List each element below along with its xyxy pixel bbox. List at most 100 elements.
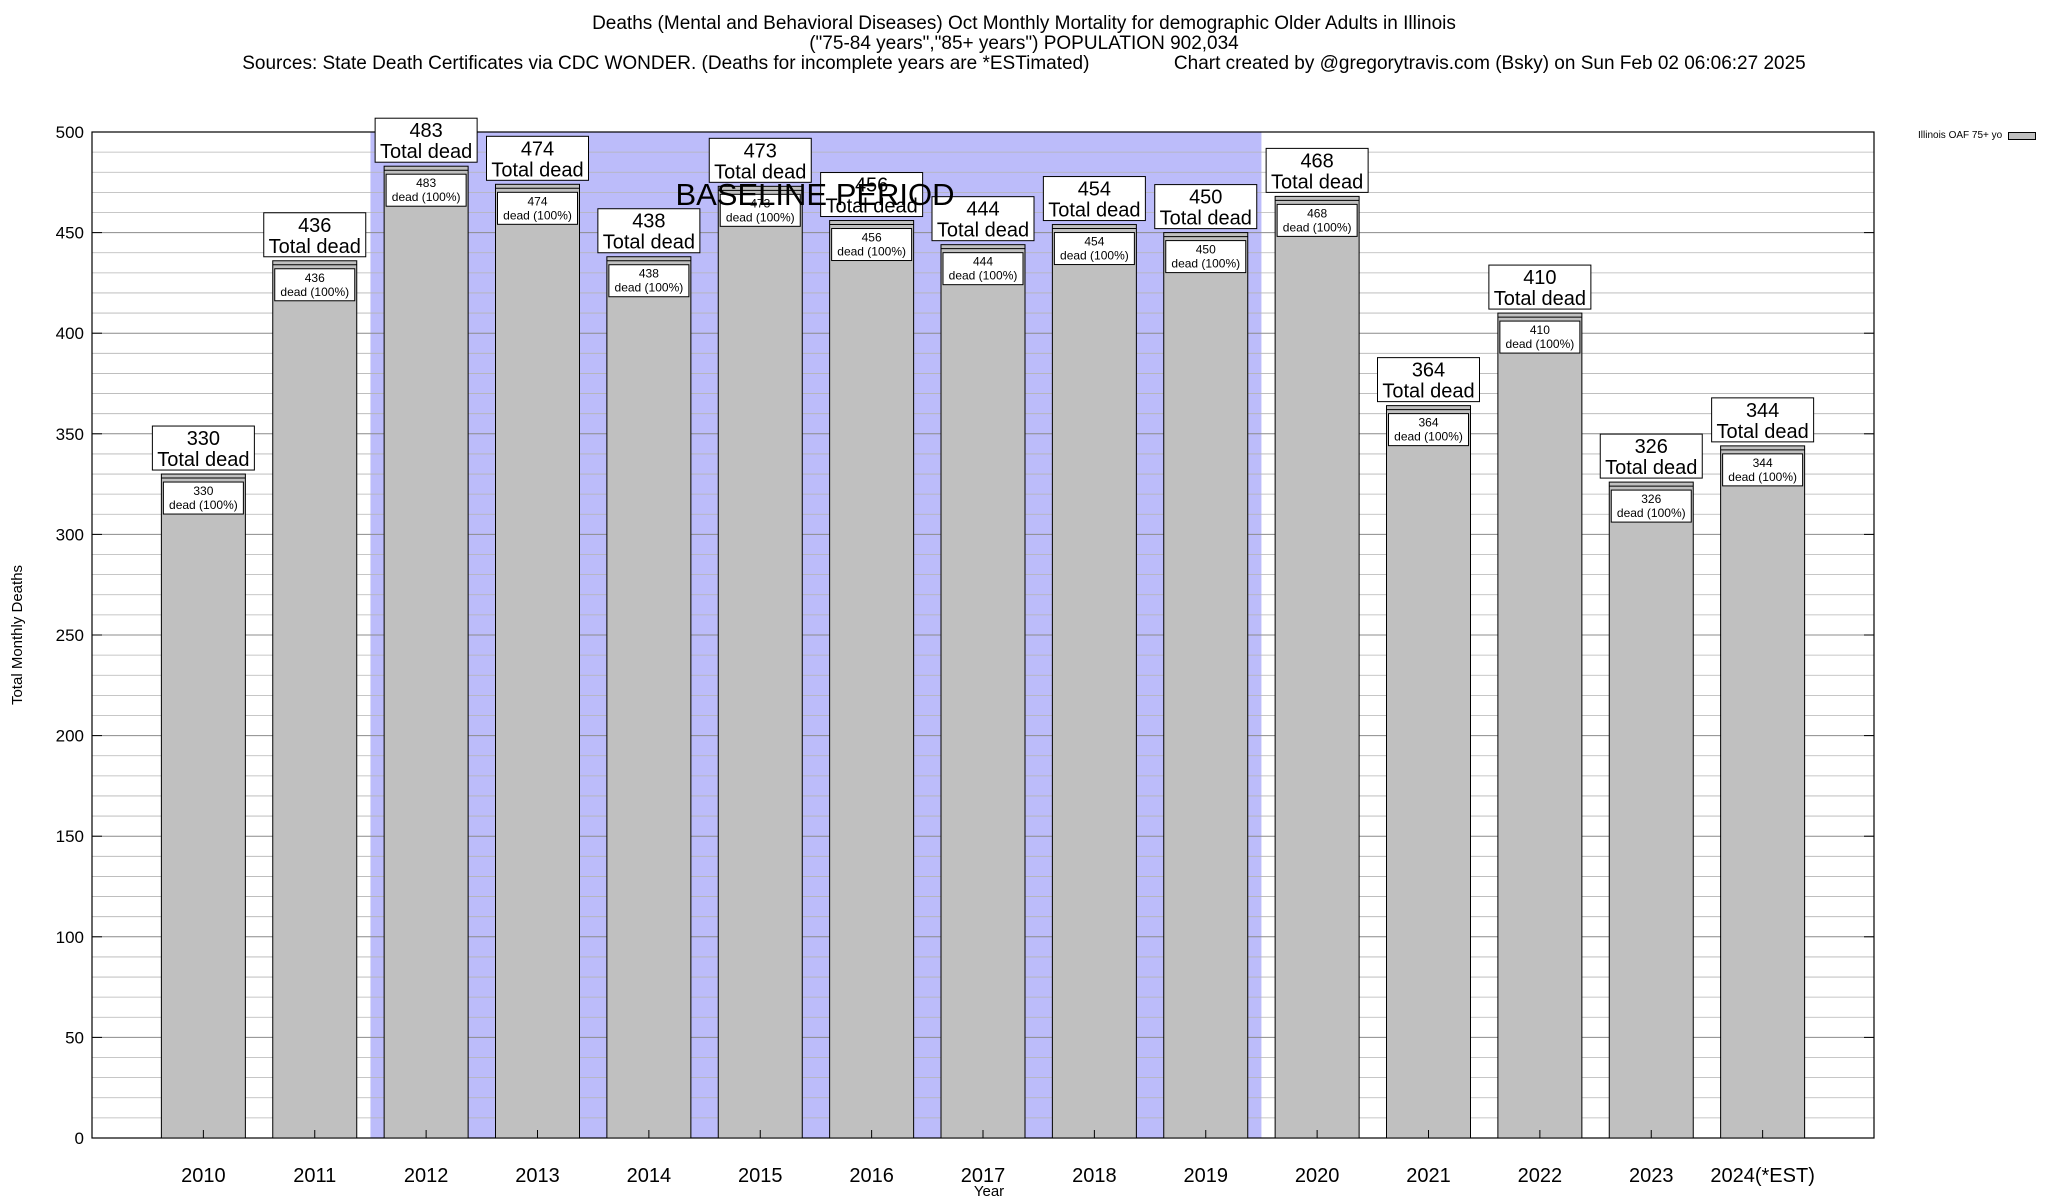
inner-label-text: dead (100%) <box>280 285 349 299</box>
top-label-text: Total dead <box>269 236 361 258</box>
inner-label-box <box>1388 413 1469 447</box>
inner-label-box <box>1276 203 1358 237</box>
top-label-value: 438 <box>632 211 665 233</box>
inner-label-value: 330 <box>193 484 213 498</box>
top-label-text: Total dead <box>825 196 917 218</box>
inner-label-text: dead (100%) <box>503 208 572 222</box>
bar <box>606 256 692 1139</box>
inner-label-box <box>831 228 913 262</box>
bar <box>272 260 358 1139</box>
inner-label-box <box>1499 320 1581 354</box>
top-label-value: 436 <box>298 215 331 237</box>
y-tick-label: 250 <box>56 626 84 645</box>
x-tick-label: 2021 <box>1406 1165 1451 1187</box>
y-tick-label: 450 <box>56 224 84 243</box>
bar <box>829 220 915 1139</box>
inner-label-value: 326 <box>1641 492 1661 506</box>
chart-titles: Deaths (Mental and Behavioral Diseases) … <box>0 14 2048 74</box>
top-label-box <box>820 172 924 218</box>
bar <box>1274 195 1360 1139</box>
x-tick-label: 2022 <box>1518 1165 1563 1187</box>
top-label-value: 454 <box>1078 179 1111 201</box>
top-label-box <box>931 196 1035 242</box>
inner-label-text: dead (100%) <box>392 190 461 204</box>
x-tick-label: 2010 <box>181 1165 226 1187</box>
x-tick-label: 2016 <box>849 1165 894 1187</box>
inner-label-value: 444 <box>973 255 993 269</box>
top-label-text: Total dead <box>603 232 695 254</box>
inner-label-value: 410 <box>1530 323 1550 337</box>
top-label-value: 468 <box>1300 150 1333 172</box>
inner-label-box <box>162 481 244 515</box>
inner-label-text: dead (100%) <box>1506 337 1575 351</box>
x-tick-label: 2013 <box>515 1165 560 1187</box>
top-label-value: 450 <box>1189 187 1222 209</box>
bar <box>1720 445 1806 1139</box>
inner-label-box <box>1610 489 1692 523</box>
inner-label-box <box>608 264 690 298</box>
top-label-text: Total dead <box>1382 381 1474 403</box>
inner-label-text: dead (100%) <box>1171 257 1240 271</box>
top-label-value: 483 <box>409 120 442 142</box>
inner-label-value: 473 <box>750 196 770 210</box>
inner-label-value: 483 <box>416 176 436 190</box>
x-tick-label: 2024(*EST) <box>1710 1165 1815 1187</box>
top-label-text: Total dead <box>937 220 1029 242</box>
y-tick-label: 500 <box>56 123 84 142</box>
x-tick-label: 2017 <box>961 1165 1006 1187</box>
inner-label-box <box>719 193 801 227</box>
legend: Illinois OAF 75+ yo <box>1918 130 2037 141</box>
bar <box>383 165 469 1139</box>
inner-label-text: dead (100%) <box>837 245 906 259</box>
bar <box>1497 312 1583 1139</box>
inner-label-box <box>1722 453 1804 487</box>
bar <box>1163 232 1249 1139</box>
top-label-text: Total dead <box>714 161 806 183</box>
top-label-text: Total dead <box>1271 171 1363 193</box>
baseline-period-label: BASELINE PERIOD <box>675 177 954 212</box>
bar <box>1608 481 1694 1139</box>
x-tick-label: 2012 <box>404 1165 449 1187</box>
chart-sources: Sources: State Death Certificates via CD… <box>242 53 1806 74</box>
bar <box>160 473 246 1139</box>
x-tick-label: 2014 <box>627 1165 672 1187</box>
inner-label-text: dead (100%) <box>615 281 684 295</box>
inner-label-value: 436 <box>305 271 325 285</box>
x-tick-label: 2015 <box>738 1165 783 1187</box>
inner-label-box <box>1053 232 1135 266</box>
top-label-value: 410 <box>1523 267 1556 289</box>
bar <box>940 244 1026 1139</box>
y-tick-label: 0 <box>75 1129 84 1148</box>
bar <box>717 185 803 1139</box>
top-label-text: Total dead <box>491 159 583 181</box>
top-label-value: 344 <box>1746 400 1779 422</box>
top-label-value: 330 <box>187 428 220 450</box>
inner-label-text: dead (100%) <box>1728 470 1797 484</box>
y-axis-label: Total Monthly Deaths <box>9 565 26 705</box>
inner-label-box <box>497 191 578 225</box>
chart-title: Deaths (Mental and Behavioral Diseases) … <box>592 13 1456 34</box>
inner-label-value: 468 <box>1307 206 1327 220</box>
top-label-box <box>1377 357 1480 403</box>
top-label-value: 364 <box>1412 360 1445 382</box>
top-label-text: Total dead <box>1716 421 1808 443</box>
inner-label-box <box>385 173 467 207</box>
top-label-value: 444 <box>966 199 999 221</box>
top-label-box <box>1711 397 1815 443</box>
y-tick-label: 400 <box>56 324 84 343</box>
top-label-value: 456 <box>855 175 888 197</box>
x-tick-label: 2019 <box>1184 1165 1229 1187</box>
top-label-box <box>1042 176 1146 222</box>
inner-label-value: 450 <box>1196 243 1216 257</box>
top-label-box <box>263 212 367 258</box>
inner-label-value: 454 <box>1084 235 1104 249</box>
top-label-text: Total dead <box>380 141 472 163</box>
x-tick-label: 2020 <box>1295 1165 1340 1187</box>
chart-subtitle: ("75-84 years","85+ years") POPULATION 9… <box>809 33 1239 54</box>
top-label-text: Total dead <box>1605 457 1697 479</box>
inner-label-text: dead (100%) <box>726 210 795 224</box>
bar <box>1386 405 1471 1139</box>
top-label-box <box>708 137 812 183</box>
bar <box>1051 224 1137 1139</box>
